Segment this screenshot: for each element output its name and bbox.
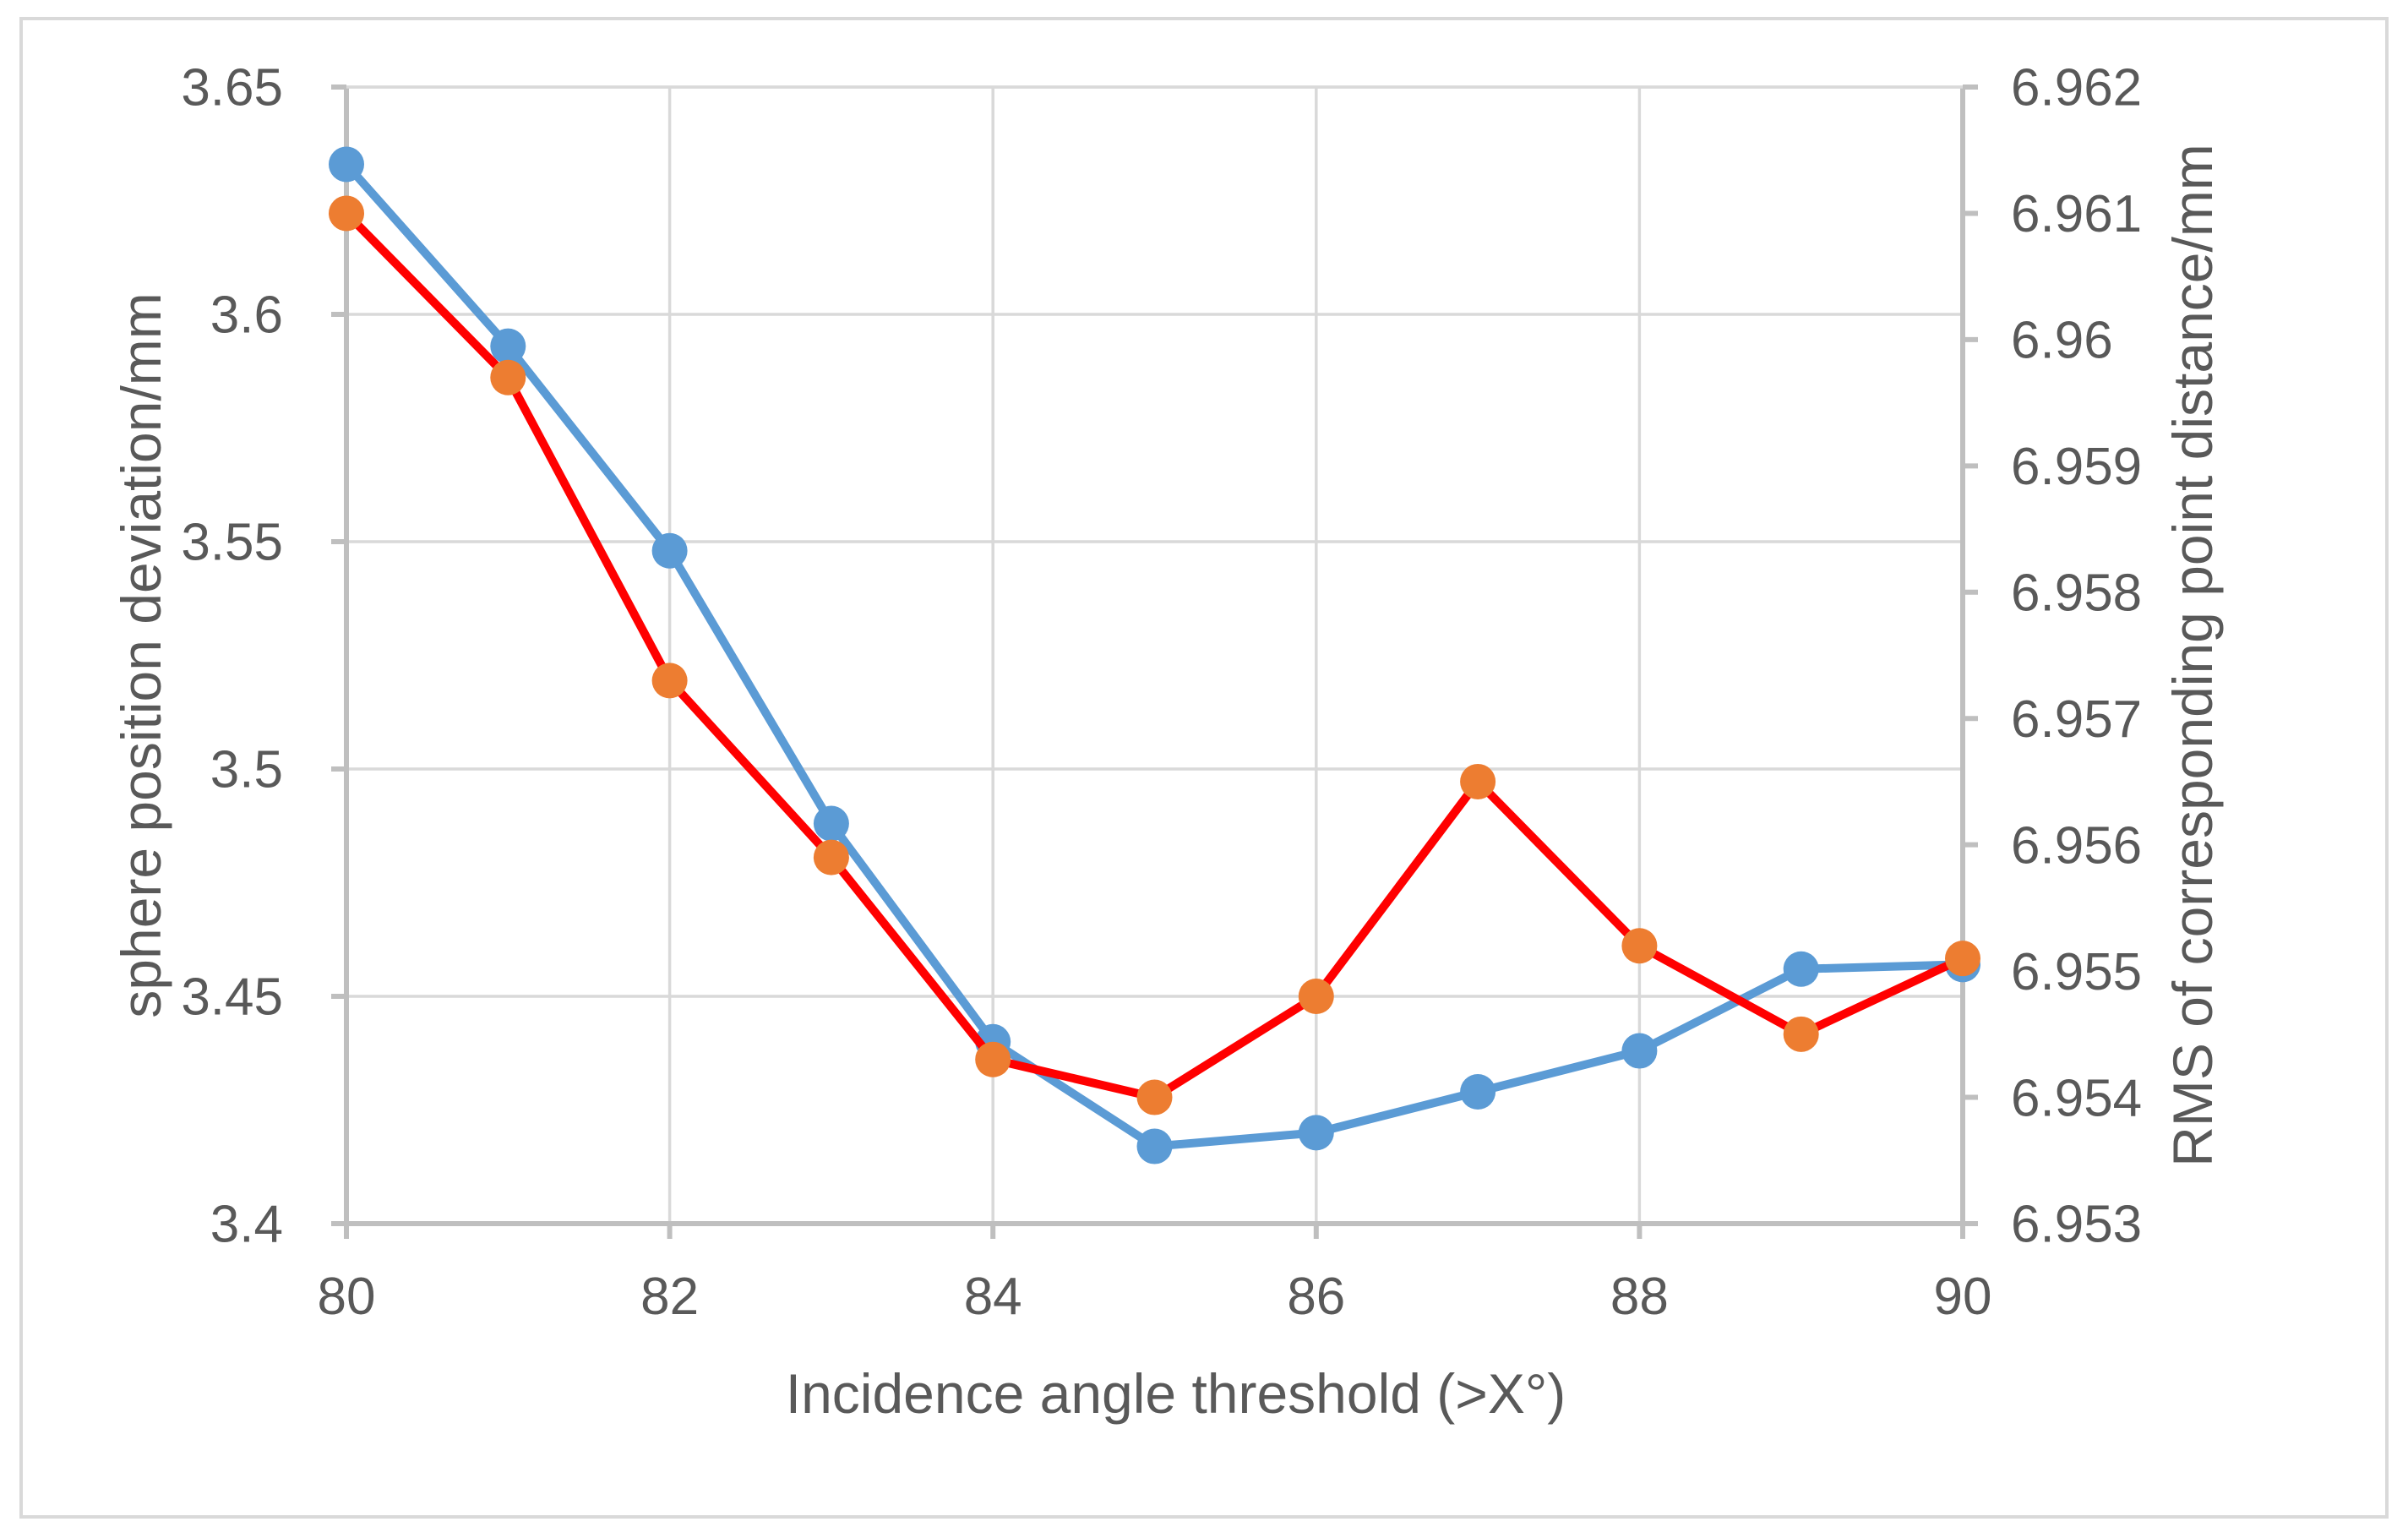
right-axis-tick-label: 6.954 [2011,1069,2142,1127]
x-axis-tick-label: 86 [1287,1268,1345,1326]
left-axis-tick-label: 3.5 [210,741,283,799]
right-axis-tick-label: 6.96 [2011,312,2113,370]
figure-border [19,17,2389,1519]
right-axis-tick-label: 6.961 [2011,185,2142,243]
data-point-marker-orange [1298,979,1334,1014]
data-point-marker-orange [1621,928,1658,964]
data-point-marker-blue [490,328,526,364]
left-axis-tick-label: 3.4 [210,1196,283,1254]
right-axis-tick-label: 6.953 [2011,1196,2142,1254]
data-point-marker-orange [813,839,849,875]
data-point-marker-blue [1783,951,1819,987]
data-point-marker-orange [490,359,526,395]
left-axis-title: sphere position deviation/mm [110,292,172,1017]
x-axis-tick-label: 90 [1934,1268,1992,1326]
right-axis-tick-label: 6.956 [2011,816,2142,875]
right-axis-tick-label: 6.959 [2011,438,2142,496]
data-point-marker-blue [1460,1073,1496,1110]
right-axis-tick-label: 6.957 [2011,690,2142,749]
x-axis-tick-label: 80 [318,1268,376,1326]
data-point-marker-orange [1945,941,1980,977]
x-axis-tick-label: 88 [1610,1268,1669,1326]
data-point-marker-orange [975,1041,1011,1077]
data-point-marker-orange [1460,763,1496,799]
right-axis-tick-label: 6.955 [2011,943,2142,1001]
series-line-red [342,209,1967,1102]
x-axis-tick-label: 82 [640,1268,699,1326]
x-axis-title: Incidence angle threshold (>X°) [786,1362,1566,1425]
right-axis-tick-label: 6.962 [2011,59,2142,117]
data-point-marker-orange [651,663,688,699]
data-point-marker-blue [813,805,849,842]
right-axis-tick-label: 6.958 [2011,564,2142,622]
data-point-marker-blue [651,532,688,569]
left-axis-tick-label: 3.55 [181,514,283,572]
left-axis-tick-label: 3.65 [181,59,283,117]
x-axis-tick-label: 84 [964,1268,1022,1326]
right-axis-title: RMS of corresponding point distance/mm [2161,144,2224,1167]
data-point-marker-blue [1136,1128,1173,1164]
data-point-marker-orange [1783,1016,1819,1052]
data-point-marker-blue [329,146,364,183]
data-point-marker-blue [1298,1115,1334,1151]
series-line-blue [342,160,1967,1151]
data-point-marker-blue [1621,1033,1658,1069]
left-axis-tick-label: 3.6 [210,286,283,345]
left-axis-tick-label: 3.45 [181,968,283,1027]
data-point-marker-orange [329,195,364,232]
data-point-marker-orange [1136,1079,1173,1115]
